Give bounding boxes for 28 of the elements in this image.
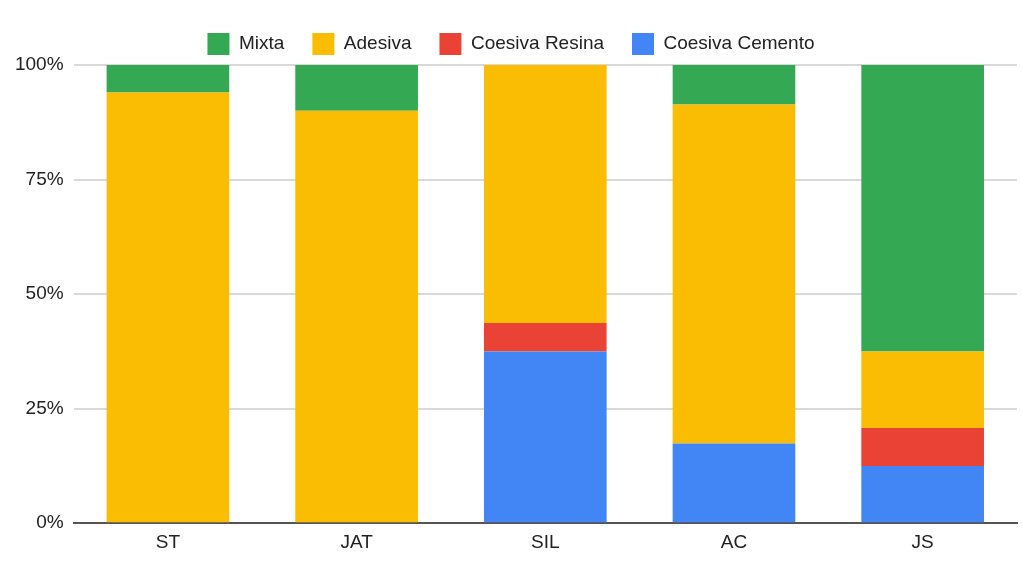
bar (861, 351, 984, 428)
bar (106, 92, 230, 523)
bar (483, 351, 607, 523)
x-tick-label: AC (720, 530, 748, 552)
legend-label: Coesiva Cemento (663, 32, 815, 54)
bar (483, 322, 607, 352)
y-tick-label: 0% (36, 511, 64, 533)
bar (672, 443, 796, 523)
bar (106, 65, 230, 93)
legend-label: Adesiva (343, 32, 412, 54)
bar (861, 465, 984, 523)
x-tick-label: SIL (531, 530, 560, 552)
legend-label: Coesiva Resina (470, 32, 605, 54)
x-tick-label: JAT (340, 530, 374, 552)
y-tick-label: 100% (14, 53, 64, 75)
legend-label: Mixta (238, 32, 285, 54)
x-tick-label: JS (911, 530, 934, 552)
y-tick-label: 50% (25, 282, 64, 304)
y-tick-label: 75% (25, 167, 64, 189)
x-tick-label: ST (155, 530, 181, 552)
y-tick-label: 25% (25, 396, 64, 418)
bar (295, 65, 418, 111)
bar (483, 65, 607, 323)
bar (861, 427, 984, 466)
bar (861, 65, 984, 352)
bar (672, 104, 796, 444)
bar (295, 110, 418, 523)
bar (672, 65, 796, 105)
